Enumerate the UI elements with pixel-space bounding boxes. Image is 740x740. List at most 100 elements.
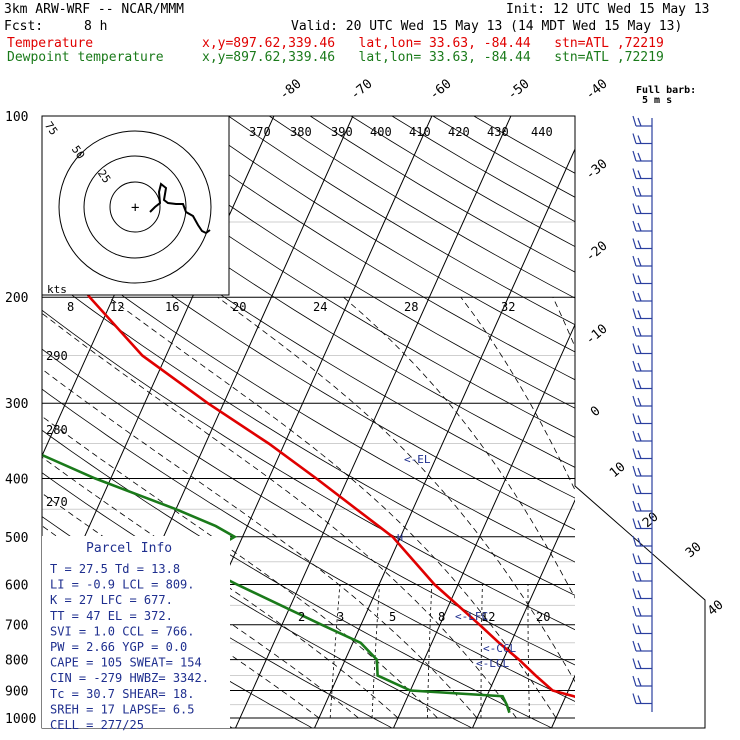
wind-barb-flag (632, 448, 637, 459)
isotherm (629, 88, 740, 730)
theta-left-label: 280 (46, 423, 68, 437)
hodograph-ring-75 (58, 130, 212, 284)
pressure-tick-800: 800 (5, 654, 28, 669)
parcel-info-title: Parcel Info (86, 541, 172, 556)
wind-barb-flag (637, 677, 642, 687)
wind-barb-flag (632, 518, 637, 529)
wind-barb-flag (637, 205, 642, 214)
mixing-ratio-label: 24 (313, 300, 327, 314)
wind-barb-flag (632, 133, 637, 144)
isotherm (471, 499, 575, 728)
wind-barb-flag (637, 327, 642, 337)
wind-barb-flag (632, 605, 637, 617)
wind-barb-flag (632, 150, 637, 162)
dry-adiabat (187, 116, 575, 353)
wind-barb-flag (637, 135, 642, 144)
parcel-info-row: CIN = -279 HWBZ= 3342. (50, 671, 209, 685)
dry-adiabat (42, 388, 575, 702)
isotherm-label: -20 (583, 238, 611, 265)
temperature-legend-info: x,y=897.62,339.46 lat,lon= 33.63, -84.44… (202, 36, 664, 51)
mixing-ratio-label: 8 (67, 300, 74, 314)
wind-barb-flag (632, 535, 637, 547)
isotherm-label: 10 (607, 460, 629, 482)
isotherm-label: 20 (640, 510, 662, 532)
wind-barb-flag (637, 642, 642, 652)
wind-barb-flag (632, 588, 637, 599)
wind-barb-flag (632, 413, 637, 424)
mixing-ratio-low-label: 12 (481, 610, 495, 624)
mixing-ratio-low-label: 20 (536, 610, 550, 624)
wind-barb-flag (632, 168, 637, 179)
isotherm-label: -80 (277, 76, 305, 103)
dry-adiabat (64, 116, 575, 438)
pressure-tick-600: 600 (5, 578, 28, 593)
hodograph-ring-label-25: 25 (95, 167, 113, 185)
wind-barb-flag (632, 553, 637, 564)
hodograph-ring-25 (109, 181, 161, 233)
mixing-ratio-low-label: 8 (438, 610, 445, 624)
wind-barb-flag (632, 273, 637, 284)
wind-barb-flag (632, 395, 637, 407)
parcel-info-row: Tc = 30.7 SHEAR= 18. (50, 687, 195, 701)
dry-adiabat (105, 116, 575, 409)
moist-adiabat (42, 492, 359, 719)
wind-barb-flag (637, 152, 642, 162)
wind-barb-flag (637, 625, 642, 634)
theta-left-label: 270 (46, 495, 68, 509)
hodograph-units: kts (47, 283, 67, 296)
parcel-info-row: PW = 2.66 YGP = 0.0 (50, 640, 187, 654)
mixing-ratio-line (427, 584, 433, 719)
parcel-info-row: CAPE = 105 SWEAT= 154 (50, 656, 202, 670)
wind-barb-flag (637, 275, 642, 284)
dry-adiabat (42, 429, 553, 728)
mixing-ratio-line (371, 584, 380, 719)
wind-barb-flag (632, 500, 637, 512)
wind-barb-flag (637, 310, 642, 319)
barb-scale-label: Full barb: (636, 85, 696, 96)
theta-label: 370 (249, 125, 271, 139)
isotherm-label: 40 (705, 598, 727, 620)
isotherm-label: -30 (583, 156, 611, 183)
parcel-info-row: LI = -0.9 LCL = 809. (50, 578, 195, 592)
dry-adiabat (42, 348, 575, 666)
theta-label: 410 (409, 125, 431, 139)
pressure-tick-300: 300 (5, 397, 28, 412)
lcl-level-marker: H (397, 533, 403, 544)
parcel-info-row: SVI = 1.0 CCL = 766. (50, 624, 195, 638)
wind-barb-flag (632, 483, 637, 494)
wind-barb-flag (632, 658, 637, 669)
isotherm-label: -10 (583, 321, 611, 348)
moist-adiabat (42, 415, 438, 719)
dry-adiabat (42, 235, 575, 563)
dry-adiabat (146, 116, 575, 381)
mixing-ratio-label: 12 (110, 300, 124, 314)
pressure-tick-900: 900 (5, 684, 28, 699)
mixing-ratio-low-label: 3 (337, 610, 344, 624)
pressure-tick-200: 200 (5, 291, 28, 306)
dry-adiabat (391, 116, 575, 223)
hodograph-center-mark: + (131, 200, 139, 216)
mixing-ratio-label: 32 (501, 300, 515, 314)
wind-barb-flag (632, 378, 637, 389)
wind-barb-flag (637, 345, 642, 354)
parcel-info-row: CELL = 277/25 (50, 718, 144, 732)
moist-adiabat (552, 297, 575, 348)
theta-label: 380 (290, 125, 312, 139)
moist-adiabat (217, 296, 575, 683)
valid-time: Valid: 20 UTC Wed 15 May 13 (14 MDT Wed … (291, 19, 683, 34)
wind-barb-flag (637, 432, 642, 442)
moist-adiabat (42, 368, 478, 719)
pressure-tick-100: 100 (5, 110, 28, 125)
dry-adiabat (42, 309, 575, 631)
el-marker: <-EL (404, 453, 431, 466)
parcel-info-row: K = 27 LFC = 677. (50, 593, 173, 607)
hodograph-ring-label-50: 50 (69, 143, 87, 161)
isotherm (708, 88, 740, 730)
mixing-ratio-line (588, 584, 593, 718)
wind-barb-flag (632, 185, 637, 197)
wind-barb-flag (632, 255, 637, 267)
wind-barb-flag (637, 572, 642, 582)
wind-barb-flag (637, 397, 642, 407)
wind-barb-flag (637, 485, 642, 494)
